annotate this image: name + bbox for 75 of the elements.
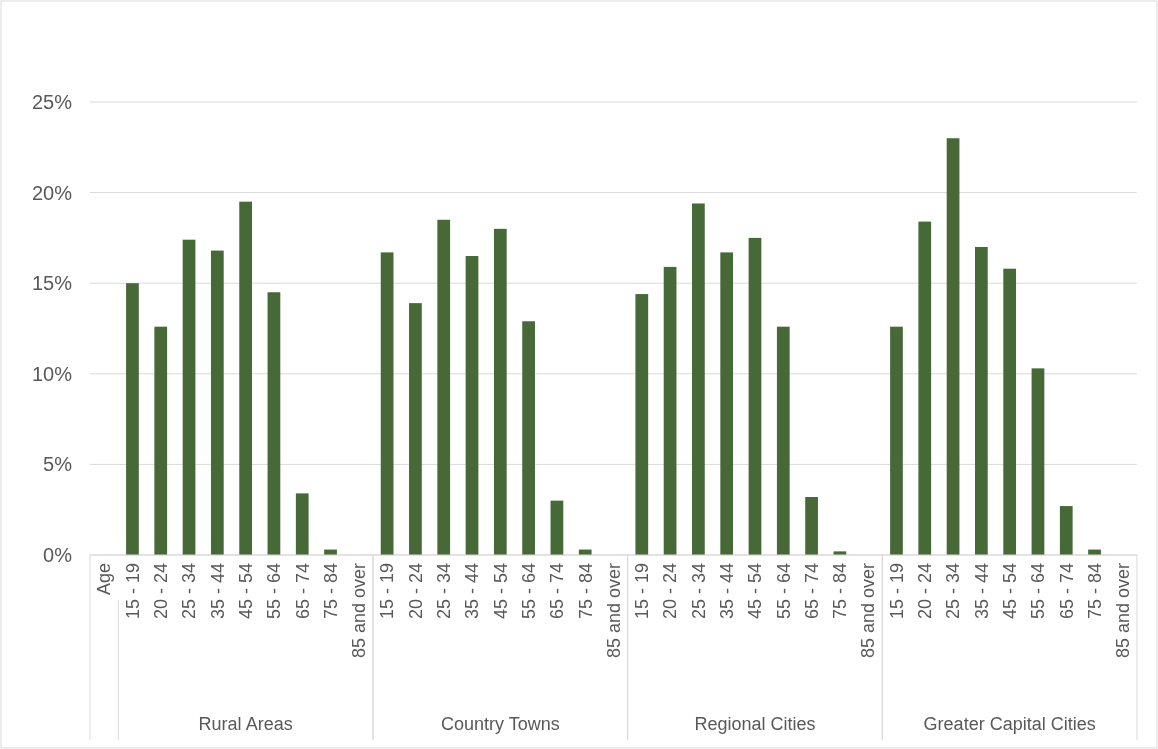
x-tick-label: 35 - 44 [971, 563, 992, 620]
x-tick-label: 65 - 74 [292, 563, 313, 620]
x-tick-label: 15 - 19 [886, 563, 907, 620]
x-tick-label: 25 - 34 [179, 563, 200, 620]
x-tick-label: 45 - 54 [999, 563, 1020, 620]
bar [126, 283, 139, 555]
bar [550, 500, 564, 555]
bar [663, 266, 677, 555]
x-tick-label: 15 - 19 [632, 563, 653, 620]
bar [635, 294, 649, 555]
y-tick-label: 10% [31, 362, 73, 385]
bar [522, 321, 535, 555]
bar [267, 292, 281, 555]
x-tick-label: 55 - 64 [1028, 563, 1049, 620]
text: Regional Cities [694, 714, 816, 735]
x-tick-label: 45 - 54 [745, 563, 766, 620]
bar [380, 252, 394, 555]
y-tick-label: 5% [43, 453, 73, 476]
bar [720, 252, 734, 555]
x-tick-label: 85 and over [603, 563, 624, 659]
x-tick-label: 45 - 54 [490, 563, 511, 620]
x-tick-label: 75 - 84 [575, 563, 596, 620]
y-tick-label: 25% [31, 91, 73, 113]
y-tick-label: 0% [43, 544, 73, 566]
y-tick-label: 20% [31, 181, 73, 204]
x-tick-label: 85 and over [349, 563, 370, 659]
bar [975, 246, 988, 555]
x-tick-label: 25 - 34 [434, 563, 455, 620]
bar [493, 228, 507, 555]
x-tick-label: 75 - 84 [320, 563, 341, 620]
bar [154, 326, 168, 555]
x-tick-label: 85 and over [858, 563, 879, 659]
x-tick-label: 15 - 19 [122, 563, 143, 620]
bar [776, 326, 790, 555]
x-tick-label: 55 - 64 [264, 563, 285, 620]
x-tick-label: 20 - 24 [151, 563, 172, 620]
x-tick-label: 25 - 34 [943, 563, 964, 620]
bar [946, 138, 960, 555]
x-tick-label: 15 - 19 [377, 563, 398, 620]
x-tick-label: 35 - 44 [462, 563, 483, 620]
x-tick-label: 65 - 74 [1056, 563, 1077, 620]
bar [1003, 268, 1017, 555]
x-tick-label: 55 - 64 [518, 563, 539, 620]
bar [1031, 368, 1045, 555]
text: Greater Capital Cities [923, 714, 1096, 735]
x-tick-label: 45 - 54 [235, 563, 256, 620]
x-tick-label: Age [94, 563, 115, 596]
bar [239, 201, 252, 555]
bar [437, 219, 451, 555]
text: Rural Areas [198, 714, 293, 735]
bar [918, 221, 932, 555]
x-tick-label: 35 - 44 [207, 563, 228, 620]
bar [805, 497, 818, 555]
bar [295, 493, 309, 555]
x-tick-label: 20 - 24 [405, 563, 426, 620]
x-tick-label: 35 - 44 [716, 563, 737, 620]
bar [692, 203, 705, 555]
x-tick-label: 25 - 34 [688, 563, 709, 620]
x-tick-label: 75 - 84 [830, 563, 851, 620]
bar [465, 256, 479, 555]
bar [890, 326, 903, 555]
x-tick-label: 85 and over [1113, 563, 1134, 659]
bar [1059, 506, 1073, 555]
bar [409, 303, 422, 555]
bar [748, 237, 762, 555]
bar [210, 250, 224, 555]
bar [182, 239, 196, 555]
x-tick-label: 55 - 64 [773, 563, 794, 620]
x-tick-label: 20 - 24 [660, 563, 681, 620]
x-tick-label: 20 - 24 [915, 563, 936, 620]
x-tick-label: 75 - 84 [1084, 563, 1105, 620]
x-tick-label: 65 - 74 [547, 563, 568, 620]
y-tick-label: 15% [31, 272, 73, 295]
x-tick-label: 65 - 74 [801, 563, 822, 620]
text: Country Towns [440, 714, 560, 735]
